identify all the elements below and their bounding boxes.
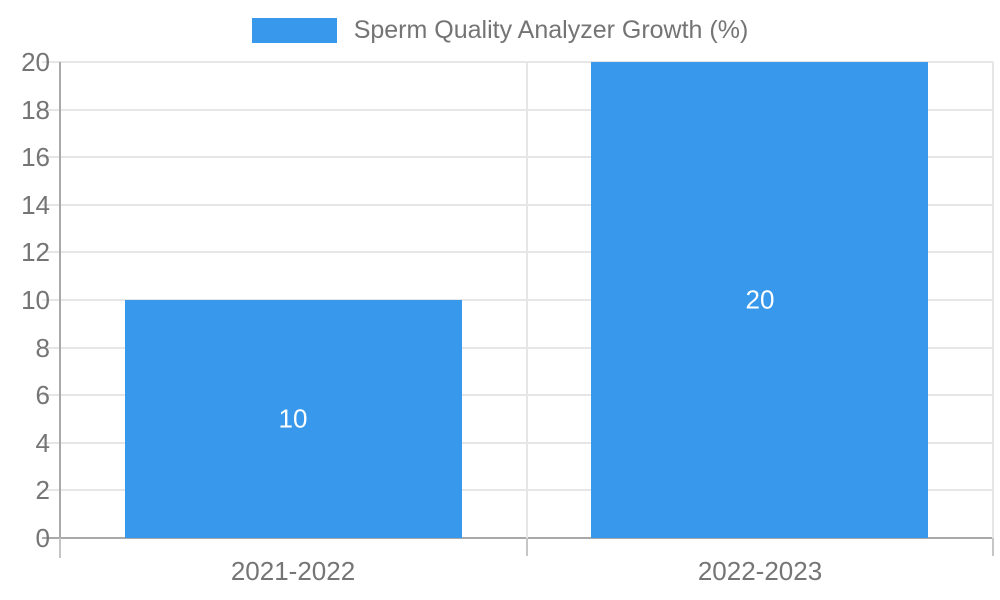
y-axis-baseline-tick [59, 538, 61, 558]
y-gridline [42, 204, 993, 206]
y-axis-tick-label: 10 [21, 285, 50, 315]
chart-legend[interactable]: Sperm Quality Analyzer Growth (%) [0, 16, 1000, 45]
y-gridline [42, 489, 993, 491]
y-gridline [42, 394, 993, 396]
y-gridline [42, 299, 993, 301]
y-axis-tick-label: 8 [35, 333, 50, 363]
category-boundary-gridline [992, 62, 994, 538]
y-axis-tick-label: 2 [35, 475, 50, 505]
y-gridline [42, 109, 993, 111]
bar-value-label: 10 [278, 403, 308, 434]
y-axis-tick-label: 6 [35, 380, 50, 410]
legend-swatch [251, 18, 337, 43]
y-axis-tick-label: 0 [35, 523, 50, 553]
bar-2021-2022[interactable] [125, 300, 462, 538]
bar-2022-2023[interactable] [591, 62, 928, 538]
category-boundary-gridline [526, 62, 528, 538]
y-gridline [42, 537, 993, 539]
bar-value-label: 20 [745, 284, 775, 315]
x-axis-tick [526, 538, 528, 556]
legend-label: Sperm Quality Analyzer Growth (%) [353, 16, 749, 44]
y-gridline [42, 251, 993, 253]
y-axis-tick-label: 12 [21, 237, 50, 267]
y-axis-tick-label: 4 [35, 428, 50, 458]
y-axis-tick-label: 14 [21, 190, 50, 220]
y-gridline [42, 61, 993, 63]
y-gridline [42, 156, 993, 158]
x-axis-category-label: 2022-2023 [697, 556, 823, 586]
y-axis-line [59, 62, 61, 538]
x-axis-category-label: 2021-2022 [230, 556, 356, 586]
y-gridline [42, 347, 993, 349]
y-axis-tick-label: 16 [21, 142, 50, 172]
y-axis-tick-label: 20 [21, 47, 50, 77]
y-gridline [42, 442, 993, 444]
y-axis-tick-label: 18 [21, 95, 50, 125]
x-axis-tick [992, 538, 994, 556]
